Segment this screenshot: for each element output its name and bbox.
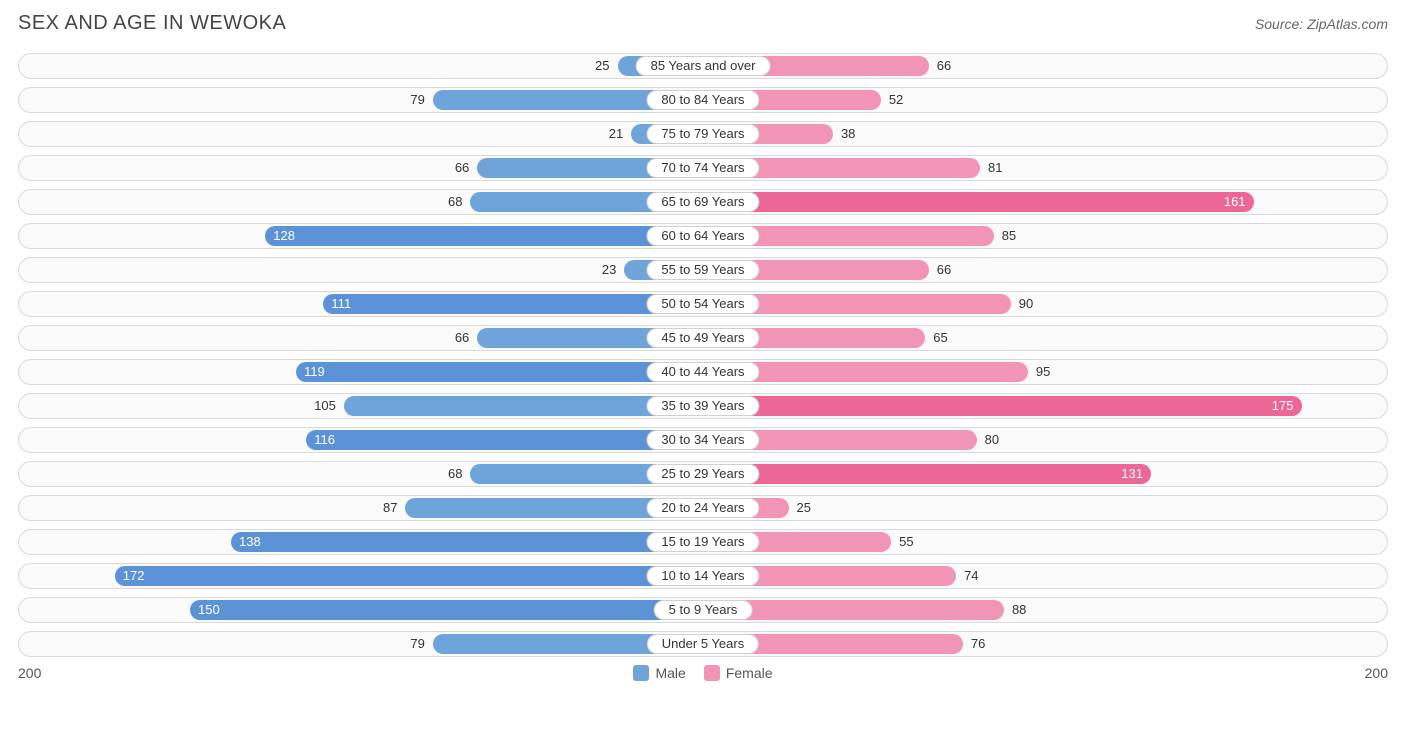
age-group-label: 85 Years and over (636, 56, 771, 76)
source-name: ZipAtlas.com (1307, 16, 1388, 32)
male-bar: 119 (296, 362, 703, 382)
female-value: 52 (881, 90, 911, 110)
age-group-label: 20 to 24 Years (646, 498, 759, 518)
chart-source: Source: ZipAtlas.com (1255, 16, 1388, 32)
male-bar: 138 (231, 532, 703, 552)
pyramid-row: 150 88 5 to 9 Years (18, 597, 1388, 623)
legend: Male Female (633, 665, 772, 681)
age-group-label: 50 to 54 Years (646, 294, 759, 314)
pyramid-row: 128 85 60 to 64 Years (18, 223, 1388, 249)
pyramid-row: 79 52 80 to 84 Years (18, 87, 1388, 113)
pyramid-row: 87 25 20 to 24 Years (18, 495, 1388, 521)
age-group-label: 60 to 64 Years (646, 226, 759, 246)
legend-item-female: Female (704, 665, 773, 681)
female-value: 81 (980, 158, 1010, 178)
pyramid-row: 68 161 65 to 69 Years (18, 189, 1388, 215)
male-value: 128 (265, 226, 303, 246)
chart-header: SEX AND AGE IN WEWOKA Source: ZipAtlas.c… (18, 12, 1388, 35)
female-value: 38 (833, 124, 863, 144)
male-value: 116 (306, 430, 343, 450)
legend-label-male: Male (655, 665, 685, 681)
female-value: 161 (1216, 192, 1254, 212)
legend-item-male: Male (633, 665, 685, 681)
age-group-label: 5 to 9 Years (654, 600, 753, 620)
chart-footer: 200 Male Female 200 (18, 665, 1388, 681)
pyramid-row: 66 81 70 to 74 Years (18, 155, 1388, 181)
pyramid-row: 111 90 50 to 54 Years (18, 291, 1388, 317)
male-value: 68 (440, 464, 470, 484)
male-bar: 150 (190, 600, 703, 620)
pyramid-row: 23 66 55 to 59 Years (18, 257, 1388, 283)
female-value: 175 (1264, 396, 1302, 416)
age-group-label: 70 to 74 Years (646, 158, 759, 178)
male-value: 66 (447, 328, 477, 348)
pyramid-row: 119 95 40 to 44 Years (18, 359, 1388, 385)
axis-max-left: 200 (18, 665, 41, 681)
male-value: 68 (440, 192, 470, 212)
pyramid-row: 25 66 85 Years and over (18, 53, 1388, 79)
female-bar: 175 (703, 396, 1302, 416)
axis-max-right: 200 (1365, 665, 1388, 681)
male-value: 25 (587, 56, 617, 76)
female-value: 25 (789, 498, 819, 518)
male-value: 105 (306, 396, 344, 416)
age-group-label: 45 to 49 Years (646, 328, 759, 348)
pyramid-row: 68 131 25 to 29 Years (18, 461, 1388, 487)
age-group-label: 10 to 14 Years (646, 566, 759, 586)
age-group-label: 65 to 69 Years (646, 192, 759, 212)
male-value: 111 (323, 294, 359, 314)
age-group-label: 55 to 59 Years (646, 260, 759, 280)
male-value: 138 (231, 532, 269, 552)
female-value: 55 (891, 532, 921, 552)
female-value: 85 (994, 226, 1024, 246)
female-value: 66 (929, 56, 959, 76)
female-value: 95 (1028, 362, 1058, 382)
age-group-label: 80 to 84 Years (646, 90, 759, 110)
pyramid-row: 138 55 15 to 19 Years (18, 529, 1388, 555)
male-value: 119 (296, 362, 333, 382)
female-value: 88 (1004, 600, 1034, 620)
pyramid-row: 79 76 Under 5 Years (18, 631, 1388, 657)
female-bar: 161 (703, 192, 1254, 212)
age-group-label: 35 to 39 Years (646, 396, 759, 416)
age-group-label: Under 5 Years (647, 634, 759, 654)
population-pyramid: 25 66 85 Years and over 79 52 80 to 84 Years 2… (18, 53, 1388, 657)
pyramid-row: 105 175 35 to 39 Years (18, 393, 1388, 419)
male-bar: 128 (265, 226, 703, 246)
female-value: 76 (963, 634, 993, 654)
male-value: 87 (375, 498, 405, 518)
female-value: 74 (956, 566, 986, 586)
pyramid-row: 116 80 30 to 34 Years (18, 427, 1388, 453)
male-value: 66 (447, 158, 477, 178)
female-value: 80 (977, 430, 1007, 450)
legend-label-female: Female (726, 665, 773, 681)
male-bar: 172 (115, 566, 703, 586)
age-group-label: 30 to 34 Years (646, 430, 759, 450)
age-group-label: 15 to 19 Years (646, 532, 759, 552)
male-value: 79 (402, 90, 432, 110)
pyramid-row: 66 65 45 to 49 Years (18, 325, 1388, 351)
female-value: 65 (925, 328, 955, 348)
age-group-label: 40 to 44 Years (646, 362, 759, 382)
female-value: 131 (1113, 464, 1151, 484)
male-value: 23 (594, 260, 624, 280)
male-bar: 116 (306, 430, 703, 450)
age-group-label: 25 to 29 Years (646, 464, 759, 484)
source-prefix: Source: (1255, 16, 1307, 32)
male-swatch-icon (633, 665, 649, 681)
female-swatch-icon (704, 665, 720, 681)
age-group-label: 75 to 79 Years (646, 124, 759, 144)
female-bar: 131 (703, 464, 1151, 484)
male-value: 79 (402, 634, 432, 654)
male-value: 21 (601, 124, 631, 144)
male-value: 150 (190, 600, 228, 620)
male-value: 172 (115, 566, 153, 586)
female-value: 90 (1011, 294, 1041, 314)
pyramid-row: 21 38 75 to 79 Years (18, 121, 1388, 147)
chart-title: SEX AND AGE IN WEWOKA (18, 12, 286, 35)
female-value: 66 (929, 260, 959, 280)
pyramid-row: 172 74 10 to 14 Years (18, 563, 1388, 589)
